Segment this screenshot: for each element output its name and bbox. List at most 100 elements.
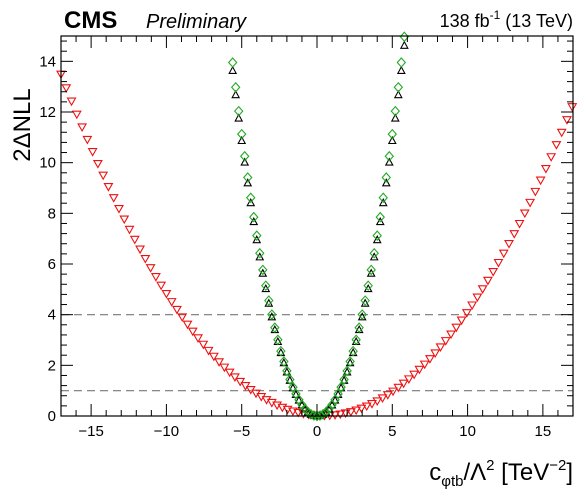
data-point (435, 343, 446, 353)
data-point (393, 81, 404, 93)
data-point (119, 215, 130, 225)
data-point (229, 373, 240, 383)
data-point (288, 381, 298, 393)
data-point (451, 323, 462, 333)
cms-label: CMS (64, 7, 117, 34)
data-point (345, 408, 356, 417)
data-point (390, 105, 401, 117)
data-point (398, 379, 409, 389)
x-tick-label: −5 (233, 423, 250, 440)
y-tick-label: 0 (48, 408, 56, 425)
x-tick-label: −10 (154, 423, 179, 440)
data-point (390, 113, 400, 122)
data-point (258, 264, 268, 276)
y-tick-label: 2 (48, 357, 56, 374)
data-point (172, 305, 182, 315)
data-point (375, 211, 385, 223)
data-point (333, 389, 343, 398)
data-point (114, 204, 124, 214)
data-point (366, 264, 376, 276)
data-point (264, 295, 274, 306)
data-point (66, 97, 77, 107)
data-point (367, 400, 377, 409)
data-point (270, 322, 280, 333)
data-point (282, 365, 292, 377)
data-point (234, 113, 244, 122)
data-point (255, 247, 265, 259)
data-point (540, 165, 551, 174)
x-tick-label: 0 (313, 423, 321, 440)
data-point (419, 360, 430, 370)
data-point (246, 197, 256, 207)
data-point (124, 225, 135, 235)
data-point (351, 406, 362, 416)
data-point (140, 254, 151, 264)
data-point (493, 258, 504, 268)
data-point (166, 298, 177, 307)
data-point (177, 313, 188, 323)
data-point (393, 383, 404, 393)
data-point (467, 301, 478, 311)
data-point (546, 153, 557, 162)
data-point (440, 337, 451, 346)
data-point (519, 209, 530, 219)
series-diamond (227, 31, 410, 422)
data-point (357, 309, 367, 320)
plot-frame (60, 35, 574, 417)
data-point (92, 159, 103, 169)
data-point (567, 103, 578, 112)
plot-marks (56, 31, 578, 422)
data-point (161, 290, 172, 299)
data-point (535, 176, 546, 186)
data-point (82, 135, 93, 145)
data-point (224, 368, 235, 378)
data-point (414, 365, 425, 375)
y-tick-label: 6 (48, 256, 56, 273)
data-point (291, 389, 301, 398)
data-point (336, 381, 346, 393)
data-point (387, 128, 398, 140)
data-point (387, 135, 397, 145)
data-point (219, 363, 230, 373)
data-point (203, 346, 214, 356)
data-point (345, 356, 355, 367)
y-tick-label: 8 (48, 205, 56, 222)
data-point (504, 240, 514, 249)
data-point (339, 374, 349, 385)
data-point (403, 375, 414, 384)
data-point (354, 322, 364, 333)
data-point (378, 192, 388, 204)
data-point (525, 198, 536, 208)
data-point (231, 89, 241, 99)
data-point (198, 340, 209, 350)
data-point (351, 334, 361, 346)
data-point (129, 235, 140, 245)
data-point (87, 148, 98, 157)
data-point (378, 197, 388, 207)
data-point (276, 345, 286, 357)
data-point (393, 89, 403, 99)
y-tick-label: 12 (39, 104, 56, 121)
data-point (230, 81, 241, 93)
data-point (482, 276, 493, 286)
data-point (150, 273, 161, 282)
data-point (388, 387, 398, 397)
data-point (240, 157, 250, 166)
data-point (396, 65, 406, 74)
data-point (279, 356, 289, 367)
data-point (236, 128, 247, 140)
data-point (273, 334, 283, 346)
data-point (249, 211, 259, 223)
data-point (235, 377, 246, 387)
data-point (551, 141, 562, 150)
x-tick-label: 5 (388, 423, 396, 440)
data-point (461, 309, 472, 318)
data-point (509, 230, 520, 239)
data-point (446, 330, 456, 340)
data-point (252, 235, 262, 244)
data-point (255, 252, 265, 261)
data-point (243, 178, 253, 187)
data-point (324, 403, 334, 415)
data-point (145, 264, 156, 273)
